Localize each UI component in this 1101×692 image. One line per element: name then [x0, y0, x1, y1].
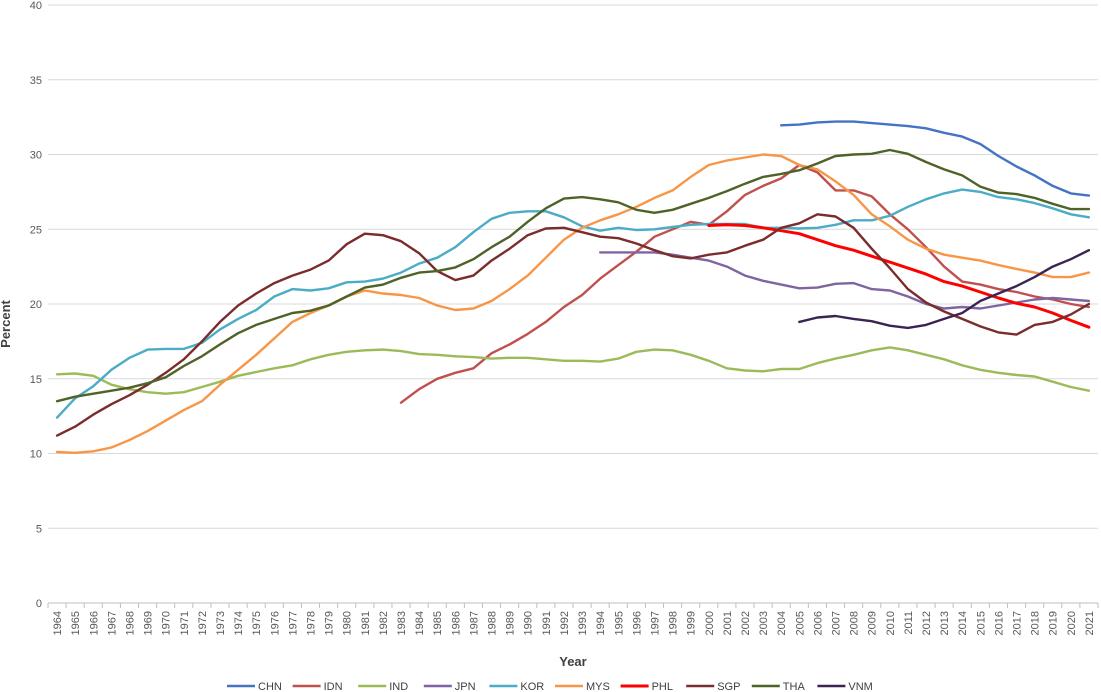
x-tick-label: 2015: [975, 611, 987, 635]
legend-label: JPN: [455, 681, 476, 692]
x-tick-label: 1997: [649, 611, 661, 635]
y-tick-label: 5: [36, 523, 42, 535]
x-tick-label: 1965: [70, 611, 82, 635]
x-tick-label: 1992: [559, 611, 571, 635]
x-tick-label: 2018: [1030, 611, 1042, 635]
x-tick-label: 2004: [776, 611, 788, 635]
x-tick-label: 1978: [306, 611, 318, 635]
series-line-jpn: [599, 251, 1091, 310]
x-tick-label: 2006: [812, 611, 824, 635]
x-tick-label: 2013: [939, 611, 951, 635]
x-tick-label: 1964: [52, 611, 64, 635]
series-line-idn: [399, 163, 1091, 404]
x-tick-label: 2002: [740, 611, 752, 635]
series-lines: [55, 120, 1091, 454]
legend-label: THA: [783, 681, 806, 692]
x-tick-label: 1998: [668, 611, 680, 635]
legend-label: IND: [389, 681, 408, 692]
x-tick-label: 1989: [505, 611, 517, 635]
series-line-tha: [55, 148, 1091, 403]
y-tick-label: 30: [30, 150, 42, 162]
legend-label: SGP: [717, 681, 740, 692]
x-tick-label: 1983: [396, 611, 408, 635]
series-line-phl: [707, 223, 1091, 329]
series-line-mys: [55, 153, 1091, 454]
legend-label: KOR: [520, 681, 544, 692]
legend-label: MYS: [586, 681, 610, 692]
x-tick-label: 1987: [468, 611, 480, 635]
legend-label: PHL: [652, 681, 673, 692]
y-tick-label: 20: [30, 299, 42, 311]
x-tick-label: 1977: [287, 611, 299, 635]
x-tick-label: 1971: [179, 611, 191, 635]
x-tick-label: 1981: [360, 611, 372, 635]
x-tick-label: 2005: [794, 611, 806, 635]
x-tick-label: 1975: [251, 611, 263, 635]
x-tick-label: 1994: [595, 611, 607, 635]
x-axis-label: Year: [559, 654, 586, 669]
x-tick-label: 2017: [1012, 611, 1024, 635]
x-tick-label: 2014: [957, 611, 969, 635]
x-tick-label: 2020: [1066, 611, 1078, 635]
legend-label: VNM: [848, 681, 872, 692]
x-tick-label: 1988: [487, 611, 499, 635]
x-tick-label: 1966: [88, 611, 100, 635]
legend-label: CHN: [258, 681, 282, 692]
x-tick-label: 1986: [450, 611, 462, 635]
y-tick-label: 15: [30, 374, 42, 386]
x-tick-label: 1984: [414, 611, 426, 635]
y-tick-label: 35: [30, 75, 42, 87]
y-axis-label: Percent: [0, 299, 13, 347]
x-tick-label: 2012: [921, 611, 933, 635]
x-tick-label: 1995: [613, 611, 625, 635]
x-tick-label: 1974: [233, 611, 245, 635]
gridlines: [48, 4, 1098, 604]
x-tick-label: 1990: [523, 611, 535, 635]
y-tick-label: 0: [36, 598, 42, 610]
x-tick-label: 1979: [324, 611, 336, 635]
x-tick-label: 1985: [432, 611, 444, 635]
x-tick-label: 2009: [867, 611, 879, 635]
x-tick-label: 1969: [143, 611, 155, 635]
y-tick-label: 10: [30, 449, 42, 461]
legend-label: IDN: [324, 681, 343, 692]
x-tick-label: 2000: [704, 611, 716, 635]
x-tick-label: 1970: [161, 611, 173, 635]
x-tick-label: 2010: [885, 611, 897, 635]
y-tick-label: 25: [30, 224, 42, 236]
series-line-ind: [55, 346, 1091, 395]
x-tick-label: 2016: [993, 611, 1005, 635]
series-line-kor: [55, 188, 1091, 419]
x-tick-label: 1982: [378, 611, 390, 635]
x-tick-label: 1972: [197, 611, 209, 635]
y-tick-label: 40: [30, 0, 42, 12]
legend: CHN IDN IND JPN KOR MYS PHL SGP THA VNM: [227, 681, 873, 692]
x-tick-label: 1973: [215, 611, 227, 635]
series-line-vnm: [798, 249, 1091, 330]
x-tick-label: 1968: [124, 611, 136, 635]
x-tick-label: 2019: [1048, 611, 1060, 635]
x-tick-label: 1999: [686, 611, 698, 635]
series-line-chn: [780, 120, 1091, 197]
x-tick-label: 1976: [269, 611, 281, 635]
x-tick-label: 2003: [758, 611, 770, 635]
x-tick-label: 1991: [541, 611, 553, 635]
x-tick-label: 1980: [342, 611, 354, 635]
x-tick-label: 1996: [631, 611, 643, 635]
x-tick-label: 2007: [831, 611, 843, 635]
x-axis: 1964 1965 1966 1967 1968 1969 1970 1971 1972 1973…: [47, 603, 1099, 635]
x-tick-label: 2001: [722, 611, 734, 635]
y-axis-ticks: 0 5 10 15 20 25 30 35 40: [30, 0, 42, 610]
x-tick-label: 1993: [577, 611, 589, 635]
x-tick-label: 1967: [106, 611, 118, 635]
x-tick-label: 2021: [1084, 611, 1096, 635]
x-tick-label: 2011: [903, 611, 915, 635]
series-line-sgp: [55, 213, 1091, 437]
x-tick-label: 2008: [849, 611, 861, 635]
